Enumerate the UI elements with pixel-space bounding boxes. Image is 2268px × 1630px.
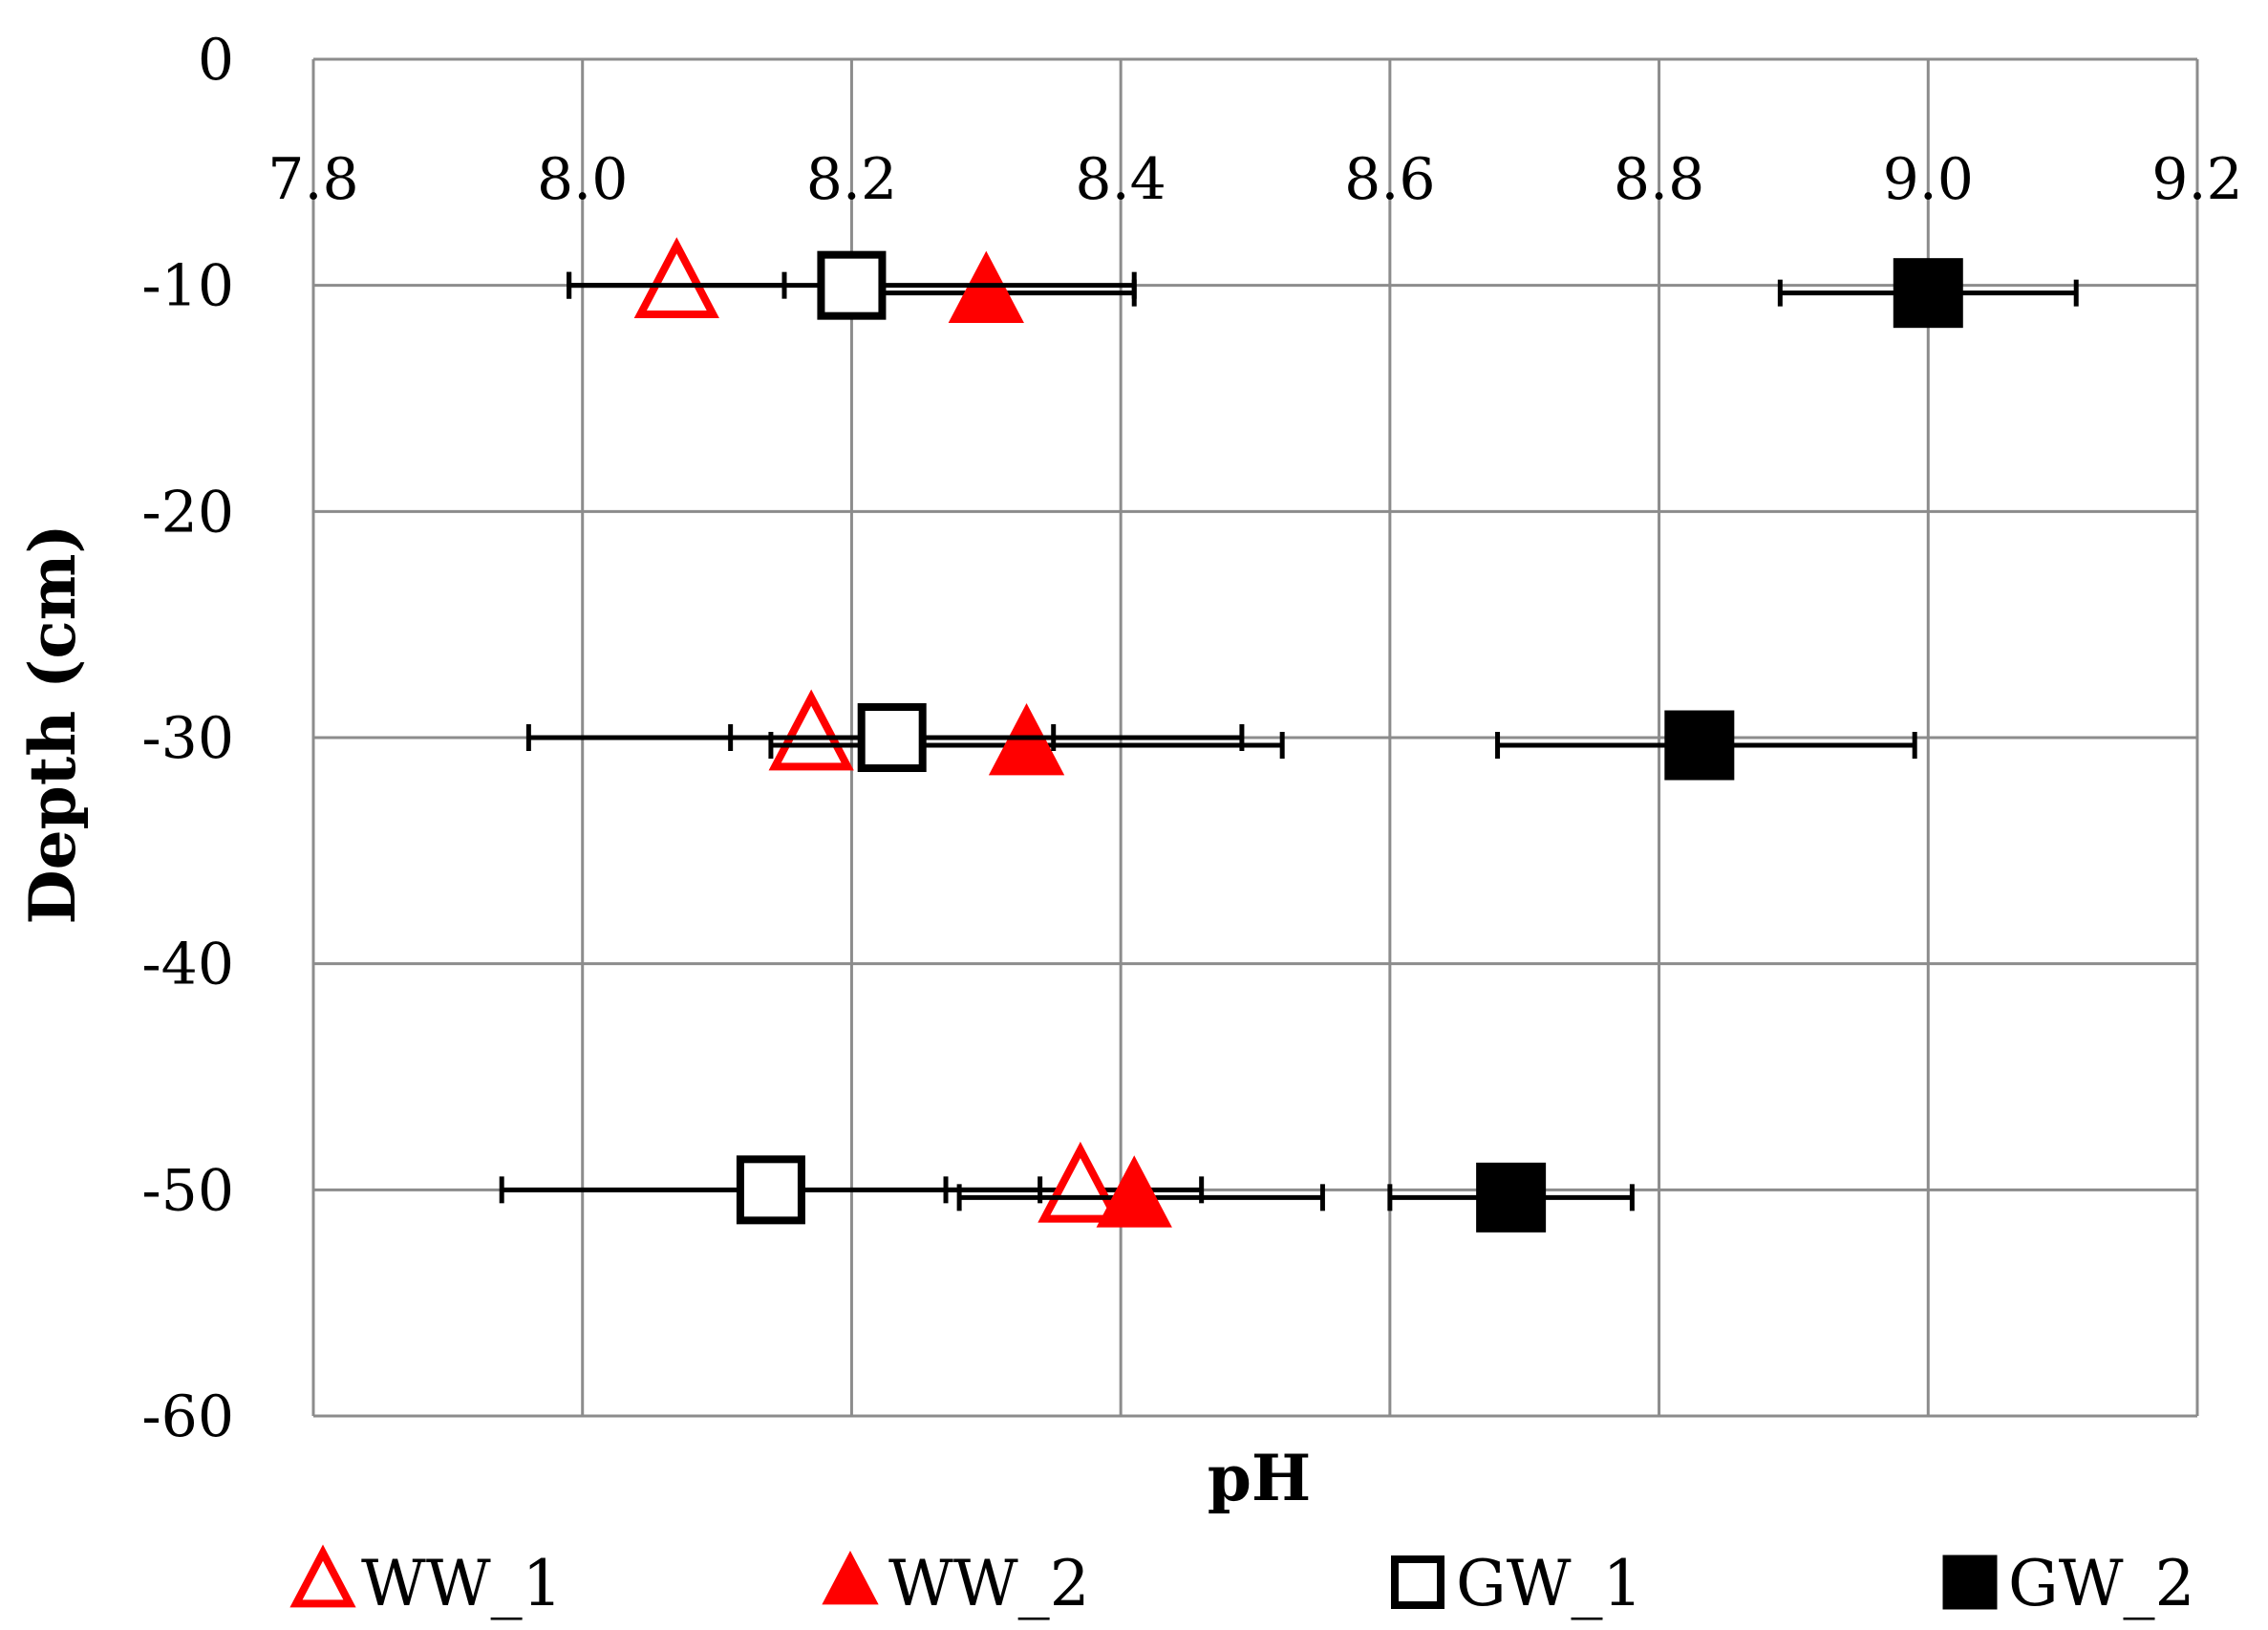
- legend-item-GW_1: GW_1: [1391, 1547, 1643, 1620]
- y-tick-label: -10: [141, 253, 234, 320]
- legend-marker: [1391, 1555, 1444, 1609]
- data-point: [736, 1155, 805, 1225]
- legend-label: GW_2: [2008, 1547, 2195, 1620]
- data-point: [1476, 1162, 1547, 1233]
- data-point: [817, 250, 887, 320]
- y-tick-label: -30: [141, 705, 234, 772]
- legend-item-WW_1: WW_1: [289, 1544, 563, 1620]
- series-GW_2: [1387, 258, 2079, 1233]
- legend-marker: [289, 1544, 356, 1608]
- x-tick-label: 8.8: [1614, 146, 1704, 213]
- y-tick-label: -50: [141, 1157, 234, 1224]
- data-point: [633, 237, 719, 318]
- data-point: [1664, 710, 1735, 781]
- y-tick-label: -60: [141, 1383, 234, 1450]
- x-tick-label: 7.8: [267, 146, 358, 213]
- data-point: [857, 703, 927, 772]
- x-tick-label: 9.2: [2151, 146, 2242, 213]
- tick-labels: 7.8 8.0 8.2 8.4 8.6 8.8 9.0 9.2 0 -10 -20 -30 -40 -50…: [141, 27, 2242, 1450]
- series-GW_1: [499, 250, 1137, 1225]
- legend-label: WW_2: [888, 1547, 1090, 1620]
- data-point: [1096, 1155, 1172, 1228]
- legend-label: GW_1: [1456, 1547, 1643, 1620]
- y-axis-title: Depth (cm): [15, 524, 90, 924]
- y-tick-label: -40: [141, 932, 234, 998]
- data-point: [768, 689, 854, 771]
- x-tick-label: 8.4: [1075, 146, 1166, 213]
- x-tick-label: 8.6: [1344, 146, 1435, 213]
- data-layer: [499, 237, 2079, 1233]
- legend-label: WW_1: [361, 1547, 563, 1620]
- legend: WW_1 WW_2 GW_1 GW_2: [289, 1544, 2195, 1620]
- data-point: [1893, 258, 1963, 329]
- x-tick-label: 9.0: [1883, 146, 1974, 213]
- y-tick-label: -20: [141, 479, 234, 546]
- x-tick-label: 8.0: [537, 146, 628, 213]
- data-point: [1038, 1141, 1123, 1223]
- x-axis-title: pH: [1208, 1441, 1312, 1515]
- legend-item-GW_2: GW_2: [1942, 1547, 2195, 1620]
- legend-marker: [1942, 1555, 1998, 1610]
- x-tick-label: 8.2: [806, 146, 897, 213]
- legend-item-WW_2: WW_2: [822, 1547, 1090, 1620]
- legend-marker: [822, 1550, 879, 1605]
- y-tick-label: 0: [198, 27, 234, 94]
